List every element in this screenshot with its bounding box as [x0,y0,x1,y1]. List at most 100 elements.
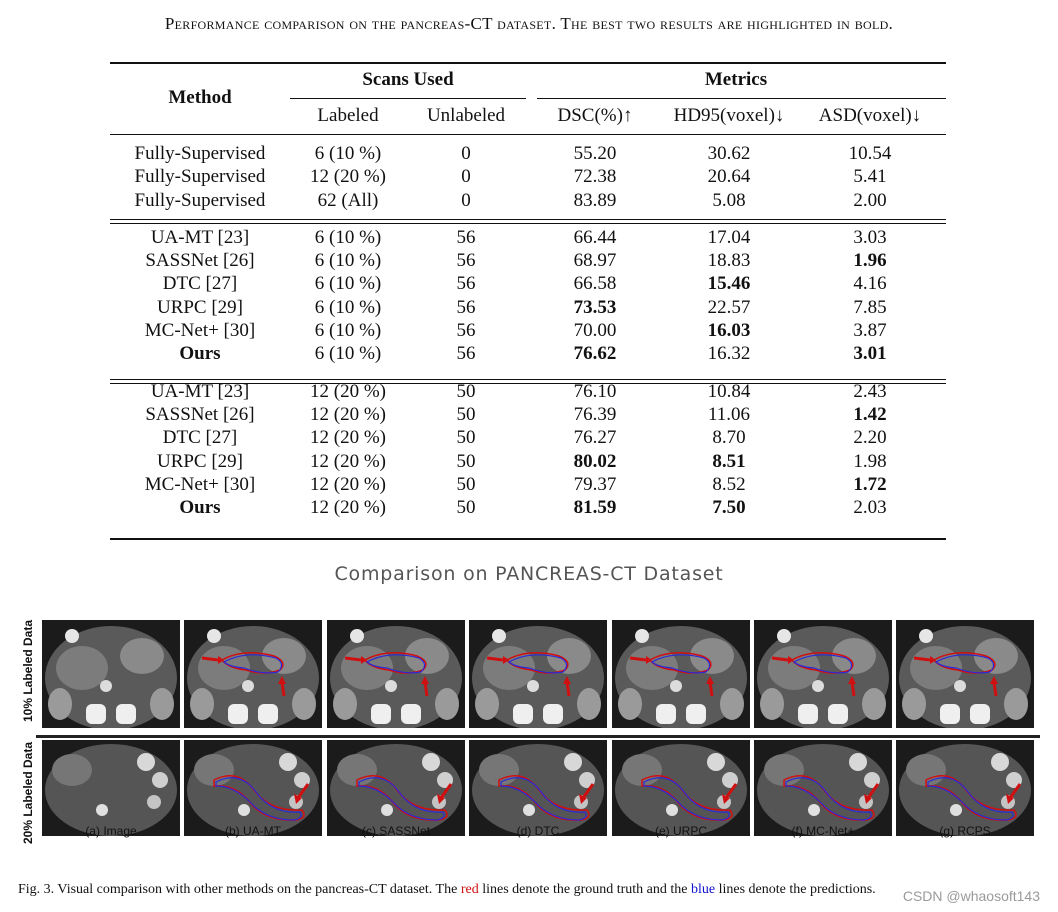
column-caption: (c) SASSNet [361,824,430,838]
cell-asd: 1.96 [853,250,887,272]
figure-caption-prefix: Fig. 3. Visual comparison with other met… [18,882,461,897]
header-rule [110,134,946,135]
cell-dsc: 79.37 [573,473,617,495]
cell-dsc: 66.58 [573,273,617,295]
figure-caption-suffix: lines denote the predictions. [715,882,876,897]
column-caption: (a) Image [85,824,137,838]
cell-unlabeled: 56 [456,296,476,318]
cell-hd95: 8.70 [712,427,746,449]
scan-image [184,620,322,728]
scan-image [612,620,750,728]
cell-labeled: 6 (10 %) [314,343,382,365]
cell-dsc: 81.59 [573,497,617,519]
comparison-subtitle: Comparison on PANCREAS-CT Dataset [334,563,724,585]
table-row: Ours 12 (20 %) 50 81.59 7.50 2.03 [110,496,946,519]
scan-image [327,620,465,728]
cell-method: Fully-Supervised [134,166,266,188]
cell-hd95: 17.04 [707,226,751,248]
cell-method: MC-Net+ [30] [144,473,256,495]
cell-dsc: 80.02 [573,450,617,472]
table-row: DTC [27] 6 (10 %) 56 66.58 15.46 4.16 [110,272,946,295]
cell-asd: 3.01 [853,343,887,365]
cell-labeled: 6 (10 %) [314,296,382,318]
cell-labeled: 12 (20 %) [310,427,386,449]
cell-asd: 2.20 [853,427,887,449]
cell-hd95: 10.84 [707,380,751,402]
cell-asd: 2.43 [853,380,887,402]
cell-method: Ours [179,343,221,365]
cell-labeled: 6 (10 %) [314,250,382,272]
cell-asd: 1.98 [853,450,887,472]
cell-hd95: 15.46 [707,273,751,295]
scan-image [184,740,322,836]
figure-caption-red: red [460,882,479,897]
cell-labeled: 12 (20 %) [310,473,386,495]
cell-hd95: 8.51 [712,450,746,472]
table-row: Fully-Supervised 6 (10 %) 0 55.20 30.62 10.54 [110,142,946,165]
cell-hd95: 16.03 [707,320,751,342]
cell-method: UA-MT [23] [150,380,250,402]
cell-labeled: 6 (10 %) [314,226,382,248]
cell-dsc: 73.53 [573,296,617,318]
cell-labeled: 6 (10 %) [314,320,382,342]
column-caption: (g) RCPS [939,824,991,838]
header-metrics: Metrics [704,69,768,91]
cell-labeled: 12 (20 %) [310,497,386,519]
cell-dsc: 76.39 [573,403,617,425]
scan-image [469,740,607,836]
group2-rule-a [110,379,946,380]
metrics-underline [537,98,946,99]
cell-unlabeled: 56 [456,250,476,272]
cell-method: UA-MT [23] [150,226,250,248]
cell-dsc: 68.97 [573,250,617,272]
cell-hd95: 18.83 [707,250,751,272]
scan-image [896,620,1034,728]
cell-asd: 7.85 [853,296,887,318]
cell-dsc: 66.44 [573,226,617,248]
table-row: URPC [29] 12 (20 %) 50 80.02 8.51 1.98 [110,450,946,473]
watermark: CSDN @whaosoft143 [902,888,1040,904]
cell-dsc: 72.38 [573,166,617,188]
header-method: Method [168,87,232,109]
subheader-0: Labeled [317,105,379,127]
table-row: Fully-Supervised 12 (20 %) 0 72.38 20.64 5.41 [110,165,946,188]
cell-asd: 1.72 [853,473,887,495]
cell-hd95: 20.64 [707,166,751,188]
cell-hd95: 22.57 [707,296,751,318]
table-bottom-rule [110,538,946,540]
table-row: SASSNet [26] 6 (10 %) 56 68.97 18.83 1.96 [110,249,946,272]
group1-rule-b [110,223,946,224]
figure-caption: Fig. 3. Visual comparison with other met… [18,882,1048,898]
cell-hd95: 16.32 [707,343,751,365]
table-row: DTC [27] 12 (20 %) 50 76.27 8.70 2.20 [110,426,946,449]
scan-image [754,740,892,836]
row-label-20: 20% Labeled Data [21,741,35,845]
cell-asd: 5.41 [853,166,887,188]
cell-asd: 3.03 [853,226,887,248]
group2-rule-b [110,383,946,384]
header-scans-used: Scans Used [362,69,454,91]
table-row: Ours 6 (10 %) 56 76.62 16.32 3.01 [110,342,946,365]
column-caption: (d) DTC [516,824,560,838]
cell-method: DTC [27] [162,427,238,449]
table-row: URPC [29] 6 (10 %) 56 73.53 22.57 7.85 [110,296,946,319]
cell-unlabeled: 56 [456,343,476,365]
table-row: MC-Net+ [30] 6 (10 %) 56 70.00 16.03 3.87 [110,319,946,342]
cell-unlabeled: 50 [456,473,476,495]
cell-labeled: 12 (20 %) [310,166,386,188]
scan-image [327,740,465,836]
scan-image [42,620,180,728]
cell-method: SASSNet [26] [145,250,255,272]
cell-unlabeled: 56 [456,226,476,248]
subheader-2: DSC(%)↑ [557,105,633,127]
table-row: SASSNet [26] 12 (20 %) 50 76.39 11.06 1.42 [110,403,946,426]
scan-image [42,740,180,836]
cell-unlabeled: 50 [456,403,476,425]
cell-method: SASSNet [26] [145,403,255,425]
cell-method: MC-Net+ [30] [144,320,256,342]
subheader-4: ASD(voxel)↓ [818,105,922,127]
group1-rule-a [110,219,946,220]
cell-asd: 2.03 [853,497,887,519]
cell-unlabeled: 0 [461,189,471,211]
subheader-3: HD95(voxel)↓ [673,105,785,127]
